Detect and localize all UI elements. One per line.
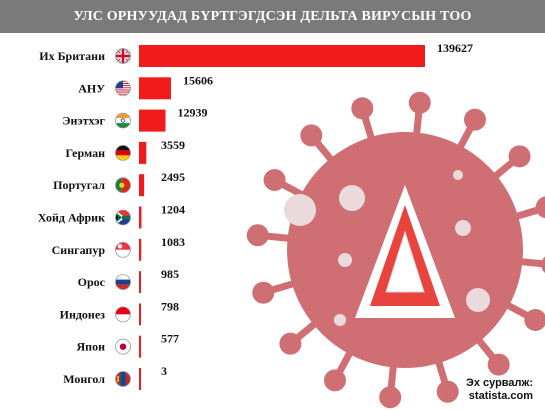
bar-row: АНУ 15606 <box>78 73 213 100</box>
bar <box>139 109 166 132</box>
bar <box>139 174 145 197</box>
data-label: 798 <box>161 299 179 313</box>
bar <box>139 45 425 67</box>
india-flag-icon <box>115 113 131 129</box>
delta-inner-edge <box>385 230 425 293</box>
virus-spike-head <box>508 145 531 168</box>
usa-flag-icon <box>115 80 131 96</box>
category-label: Япон <box>77 340 106 354</box>
bar <box>139 77 171 100</box>
data-label: 12939 <box>178 106 208 120</box>
data-label: 1083 <box>161 235 185 249</box>
russia-flag-icon <box>115 274 131 290</box>
bar-row: Монгол 3 <box>63 364 167 390</box>
bar <box>139 271 142 294</box>
virus-illustration <box>246 91 545 409</box>
virus-spot <box>453 170 463 180</box>
source-label: Эх сурвалж: <box>466 377 533 389</box>
bar <box>139 303 141 326</box>
delta-letter-icon <box>355 185 455 318</box>
bar <box>139 335 141 358</box>
category-label: Энэтхэг <box>62 114 105 128</box>
virus-spot <box>455 220 471 236</box>
bar-row: Их Британи 139627 <box>39 41 473 67</box>
mongolia-flag-icon <box>115 371 131 387</box>
virus-spike-head <box>535 196 545 219</box>
bar-row: Португал 2495 <box>53 170 185 197</box>
virus-spot <box>334 314 346 326</box>
bar-row: Япон 577 <box>77 332 179 358</box>
category-label: Монгол <box>63 372 105 386</box>
south-africa-flag-icon <box>115 210 131 225</box>
delta-inner <box>386 232 424 292</box>
data-label: 3559 <box>161 138 185 152</box>
virus-spike-head <box>464 108 487 131</box>
virus-spot <box>338 253 352 267</box>
virus-spike-head <box>351 97 374 120</box>
category-label: Орос <box>78 275 106 289</box>
source-note: Эх сурвалж: statista.com <box>466 377 533 403</box>
data-label: 15606 <box>183 73 213 87</box>
data-label: 3 <box>161 364 167 378</box>
bar-row: Орос 985 <box>78 267 179 294</box>
chart-title: УЛС ОРНУУДАД БҮРТГЭГДСЭН ДЕЛЬТА ВИРУСЫН … <box>0 0 545 33</box>
virus-spot <box>284 194 316 226</box>
category-label: Индонез <box>60 307 106 321</box>
portugal-flag-icon <box>115 177 131 193</box>
virus-spike-head <box>300 124 323 147</box>
uk-flag-icon <box>115 48 131 64</box>
category-label: Сингапур <box>52 243 106 257</box>
bar-row: Герман 3559 <box>65 138 185 164</box>
category-label: Португал <box>53 178 105 192</box>
category-label: Герман <box>65 146 105 160</box>
bar <box>139 368 141 390</box>
bar <box>139 141 147 164</box>
category-label: Хойд Африк <box>38 211 105 225</box>
virus-spike-head <box>379 386 402 409</box>
indonesia-flag-icon <box>115 306 131 322</box>
category-label: Их Британи <box>39 49 105 63</box>
bar-row: Индонез 798 <box>60 299 179 326</box>
virus-spike-head <box>246 224 269 247</box>
bar-row: Сингапур 1083 <box>52 235 185 261</box>
bar <box>139 206 142 229</box>
data-label: 2495 <box>161 170 185 184</box>
bar-row: Энэтхэг 12939 <box>62 106 208 132</box>
data-label: 139627 <box>437 41 473 55</box>
virus-spike-head <box>487 353 510 376</box>
virus-spike-head <box>408 91 431 114</box>
virus-spot <box>339 185 365 211</box>
category-label: АНУ <box>78 81 105 95</box>
bar-row: Хойд Африк 1204 <box>38 203 185 229</box>
singapore-flag-icon <box>115 242 131 258</box>
virus-spike-head <box>323 369 346 392</box>
germany-flag-icon <box>115 145 131 161</box>
virus-spike-head <box>263 168 286 191</box>
data-label: 1204 <box>161 203 185 217</box>
data-label: 985 <box>161 267 179 281</box>
virus-spike-head <box>252 281 275 304</box>
virus-spike-head <box>279 332 302 355</box>
japan-flag-icon <box>115 339 131 355</box>
virus-spike-head <box>541 256 545 274</box>
virus-spike-head <box>524 309 545 332</box>
virus-spot <box>466 288 490 312</box>
bar <box>139 238 142 261</box>
source-value: statista.com <box>468 390 533 402</box>
data-label: 577 <box>161 332 179 346</box>
virus-spike-head <box>436 380 459 403</box>
